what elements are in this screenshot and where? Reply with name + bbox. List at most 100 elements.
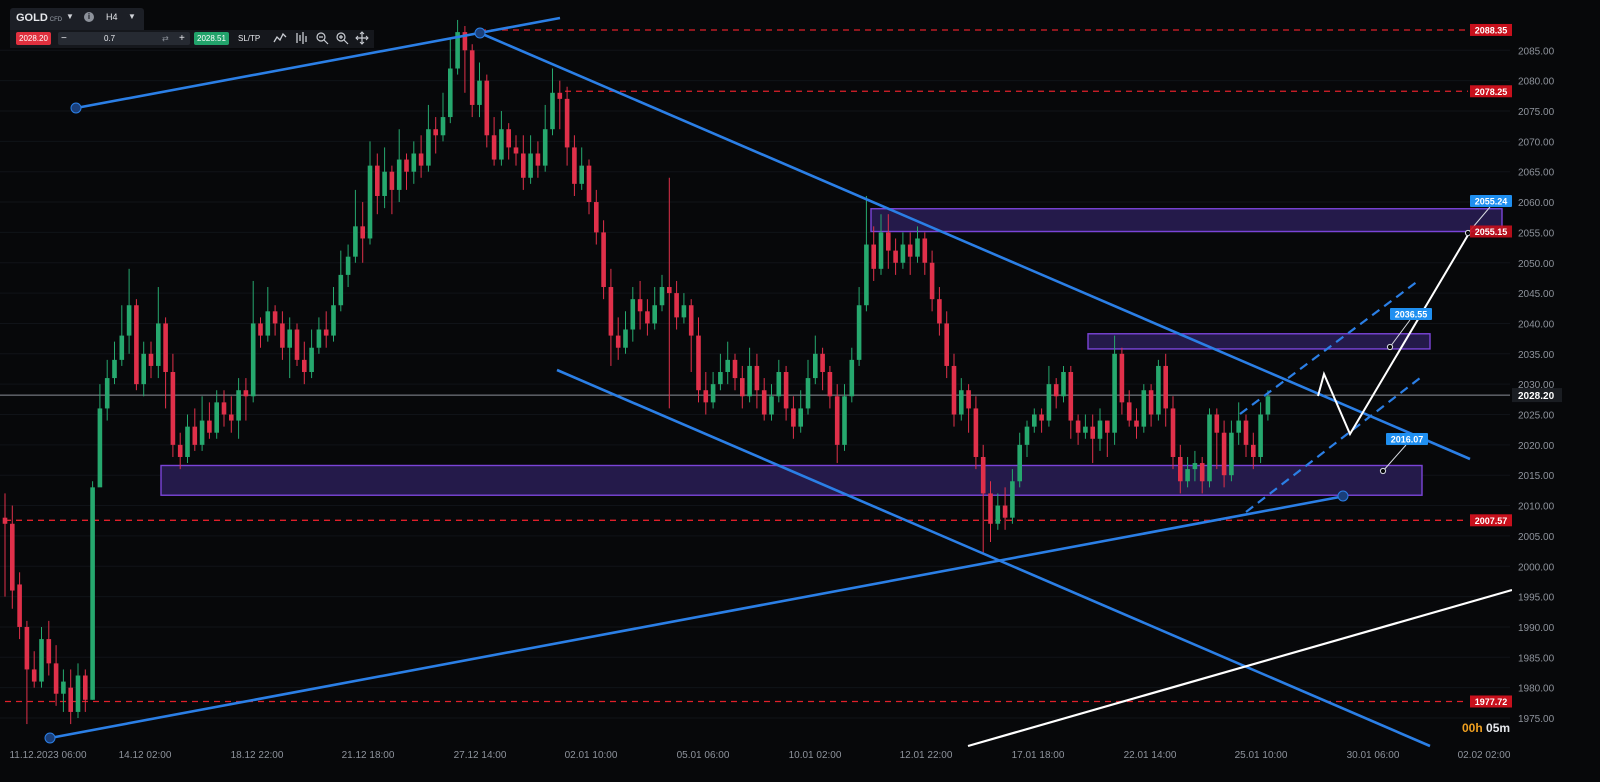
time-axis-tick: 18.12 22:00 [231,750,284,761]
candle-body [1199,463,1205,482]
candle-body [1083,426,1088,433]
chevron-down-icon[interactable]: ▼ [66,12,74,21]
candle-body [119,335,125,360]
supply-demand-zone[interactable] [1087,333,1431,350]
candle-body [39,639,44,682]
ascending-support-line[interactable] [49,494,1346,740]
candle-body [214,402,219,433]
target-point[interactable] [1379,467,1387,475]
price-axis-tick: 2015.00 [1518,471,1555,482]
trendline-anchor-point[interactable] [70,102,82,114]
candle-body [462,32,468,51]
candle-body [1039,414,1044,421]
target-point[interactable] [1386,343,1394,351]
candle-body [243,390,249,397]
descending-resistance-line[interactable] [479,31,1471,461]
swap-icon[interactable]: ⇄ [162,34,169,43]
candle-body [893,250,898,263]
candle-body [703,390,709,403]
candle-body [659,287,665,306]
zoom-in-icon[interactable] [334,31,350,47]
candle-body [294,329,300,360]
target-price-tag[interactable] [1390,308,1432,320]
candle-body [1243,420,1249,445]
candle-body [1251,444,1256,457]
sell-price-button[interactable]: 2028.20 [16,32,51,45]
zoom-out-icon[interactable] [314,31,330,47]
candle-body [323,329,329,336]
price-axis-tick: 2005.00 [1518,532,1555,543]
info-icon[interactable]: i [84,12,94,22]
descending-channel-line[interactable] [556,368,1431,748]
price-axis-tick: 2010.00 [1518,502,1555,513]
chevron-down-icon[interactable]: ▼ [128,12,136,21]
level-price-text: 1977.72 [1475,697,1508,707]
candle-body [864,244,869,306]
time-axis-tick: 21.12 18:00 [342,750,395,761]
indicators-icon[interactable] [294,31,310,47]
candle-body [316,329,322,348]
level-price-text: 2007.57 [1475,516,1508,526]
candle-body [17,584,22,627]
trendline-anchor-point[interactable] [474,27,486,39]
candle-body [375,165,380,196]
white-trendline[interactable] [967,588,1513,748]
candle-body [236,390,241,421]
level-price-text: 2078.25 [1475,87,1508,97]
channel-upper-dashed-line[interactable] [1239,280,1419,415]
candle-body [1163,365,1168,409]
increase-quantity-button[interactable]: + [179,33,185,44]
candle-body [557,92,563,99]
projection-path[interactable] [1317,234,1469,437]
buy-price-button[interactable]: 2028.51 [194,32,229,45]
quantity-input[interactable]: 0.7 [104,34,116,43]
candle-body [1258,414,1263,457]
candle-body [798,408,803,427]
price-axis-tick: 2065.00 [1518,168,1555,179]
candle-body [433,129,438,136]
candle-body [156,323,161,366]
candle-body [688,305,694,336]
trendline-anchor-point[interactable] [44,732,56,744]
target-point[interactable] [1464,229,1472,237]
crosshair-icon[interactable] [354,31,370,47]
candle-body [980,456,986,494]
candle-body [396,159,402,190]
supply-demand-zone[interactable] [870,208,1503,233]
price-axis-tick: 1995.00 [1518,593,1555,604]
quantity-stepper[interactable]: − 0.7 ⇄ + [58,32,190,45]
symbol-selector[interactable]: GOLD CFD [16,12,62,24]
candle-body [601,232,606,288]
candle-body [674,293,679,318]
candle-body [856,305,862,360]
countdown-minutes: 05m [1486,721,1511,735]
target-price-tag[interactable] [1470,195,1512,207]
candle-body [1010,481,1015,518]
price-axis-tick: 2025.00 [1518,411,1555,422]
sltp-button[interactable]: SL/TP [238,34,261,43]
candle-body [1075,420,1081,433]
candle-body [426,129,431,166]
candle-body [761,390,767,415]
candle-body [550,92,555,130]
candle-body [345,256,351,275]
timeframe-selector[interactable]: H4 [106,12,118,22]
time-axis-tick: 14.12 02:00 [119,750,172,761]
decrease-quantity-button[interactable]: − [61,33,67,44]
candle-body [1156,365,1161,415]
candle-body [623,329,628,348]
candle-body [1105,420,1110,433]
channel-lower-dashed-line[interactable] [1245,377,1421,513]
candle-body [528,153,533,178]
candle-body [710,384,716,403]
candle-body [418,153,424,166]
candle-body [652,305,657,324]
level-price-tag [1470,695,1512,708]
target-price-tag[interactable] [1386,433,1428,445]
trendline-anchor-point[interactable] [1337,490,1349,502]
chart-type-icon[interactable] [272,31,288,47]
candle-body [594,202,599,233]
candle-body [900,244,906,263]
candle-body [813,353,818,379]
